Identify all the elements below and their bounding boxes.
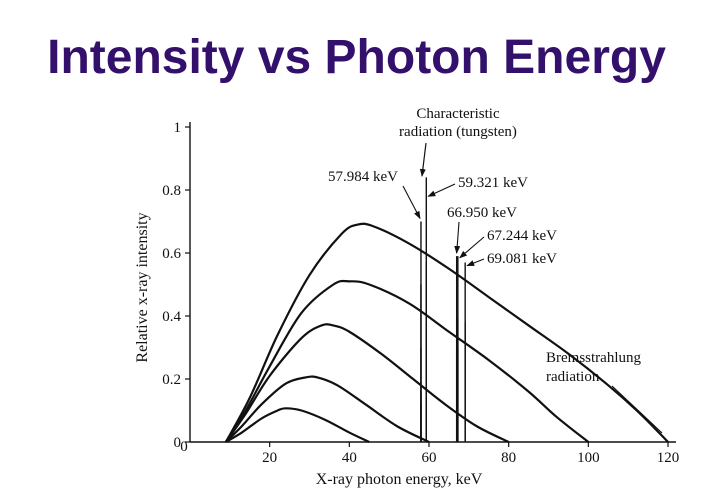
x-tick-label: 40 bbox=[342, 450, 357, 466]
y-tick-label: 0 bbox=[174, 435, 182, 451]
x-tick-label: 80 bbox=[501, 450, 516, 466]
annotation-69-081-kev: 69.081 keV bbox=[487, 251, 557, 267]
annotation-bremsstrahlung-line1: Bremsstrahlung bbox=[546, 350, 641, 366]
y-axis-label: Relative x-ray intensity bbox=[134, 212, 151, 362]
bremsstrahlung-pointer bbox=[611, 385, 663, 434]
arrow-59-321 bbox=[427, 183, 456, 197]
x-tick-label: 20 bbox=[262, 450, 277, 466]
arrow-57-984 bbox=[402, 185, 421, 220]
annotation-59-321-kev: 59.321 keV bbox=[458, 175, 528, 191]
y-tick-label: 0.4 bbox=[162, 309, 181, 325]
x-tick-label: 60 bbox=[422, 450, 437, 466]
spectrum-curve bbox=[224, 323, 510, 443]
annotation-67-244-kev: 67.244 keV bbox=[487, 228, 557, 244]
slide-title: Intensity vs Photon Energy bbox=[47, 31, 666, 84]
annotation-bremsstrahlung-line2: radiation bbox=[546, 369, 600, 385]
annotation-characteristic-line1: Characteristic bbox=[416, 106, 500, 122]
arrow-69-081 bbox=[466, 258, 485, 267]
y-tick-label: 0.2 bbox=[162, 372, 181, 388]
spectrum-curve bbox=[224, 279, 590, 443]
spectrum-curve bbox=[224, 222, 669, 443]
x-axis-label: X-ray photon energy, keV bbox=[316, 471, 483, 488]
arrow-67-244 bbox=[459, 236, 485, 259]
y-tick-label: 0.6 bbox=[162, 246, 181, 262]
arrow-66-950 bbox=[454, 221, 461, 254]
characteristic-arrow bbox=[419, 142, 427, 177]
spectrum-curve bbox=[225, 407, 370, 443]
annotation-characteristic-line2: radiation (tungsten) bbox=[399, 124, 517, 140]
y-tick-label: 0.8 bbox=[162, 183, 181, 199]
annotation-66-950-kev: 66.950 keV bbox=[447, 205, 517, 221]
x-tick-label: 120 bbox=[657, 450, 680, 466]
spectrum-curve bbox=[225, 375, 430, 443]
y-tick-label: 1 bbox=[174, 120, 182, 136]
x-origin-label: 0 bbox=[180, 439, 188, 455]
annotation-57-984-kev: 57.984 keV bbox=[328, 169, 398, 185]
x-tick-label: 100 bbox=[577, 450, 600, 466]
